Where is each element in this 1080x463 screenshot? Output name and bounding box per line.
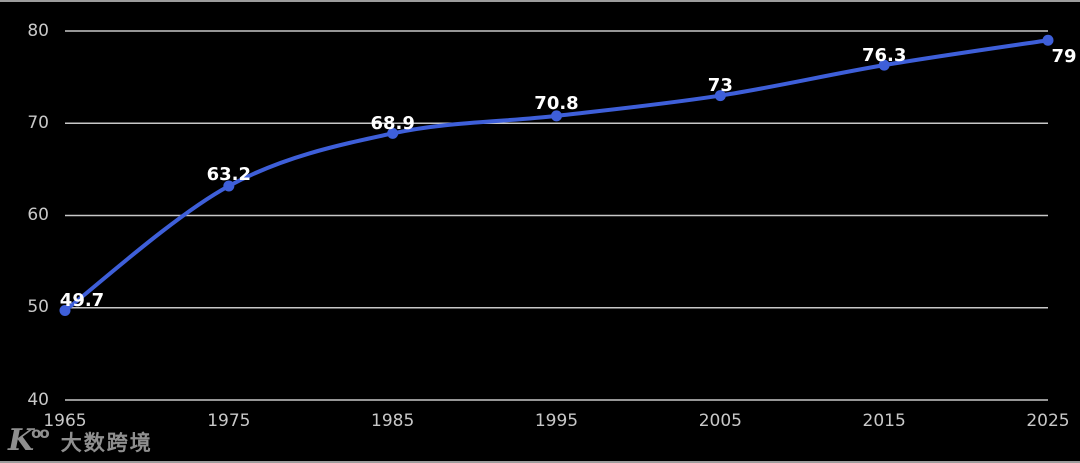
x-axis-tick-label: 1975: [207, 411, 251, 431]
data-point-label: 76.3: [861, 45, 907, 67]
x-axis-tick-label: 1965: [43, 411, 87, 431]
data-point-marker: [223, 180, 235, 192]
data-point-label: 63.2: [206, 163, 252, 185]
data-point-label: 73: [707, 74, 733, 96]
x-axis-tick-label: 2025: [1026, 411, 1070, 431]
x-axis-tick-label: 1995: [534, 411, 579, 431]
data-point-marker: [387, 127, 399, 139]
data-point-marker: [878, 59, 890, 71]
data-point-marker: [59, 305, 71, 317]
bottom-border-line: [0, 461, 1080, 463]
data-point-label: 70.8: [534, 92, 579, 114]
data-point-label: 49.7: [59, 289, 105, 311]
watermark: Koo 大数跨境: [8, 426, 153, 456]
data-point-label: 79: [1051, 46, 1077, 68]
brand-logo-icon: Koo: [8, 426, 51, 456]
data-point-marker: [551, 110, 562, 122]
data-point-marker: [1042, 34, 1054, 46]
x-axis-tick-label: 1985: [371, 411, 415, 431]
y-axis-tick-label: 50: [27, 297, 49, 318]
data-point-label: 68.9: [370, 113, 415, 135]
data-point-marker: [714, 90, 726, 102]
top-border-line: [0, 0, 1080, 2]
x-axis-tick-label: 2015: [862, 411, 906, 431]
y-axis-tick-label: 80: [27, 20, 49, 41]
y-axis-tick-label: 70: [27, 112, 49, 133]
x-axis-tick-label: 2005: [698, 411, 742, 431]
brand-logo-k: K: [8, 423, 35, 458]
brand-logo-sup: oo: [31, 424, 50, 442]
y-axis-tick-label: 60: [27, 205, 49, 225]
y-axis-tick-label: 40: [27, 389, 49, 410]
watermark-text: 大数跨境: [60, 431, 153, 455]
